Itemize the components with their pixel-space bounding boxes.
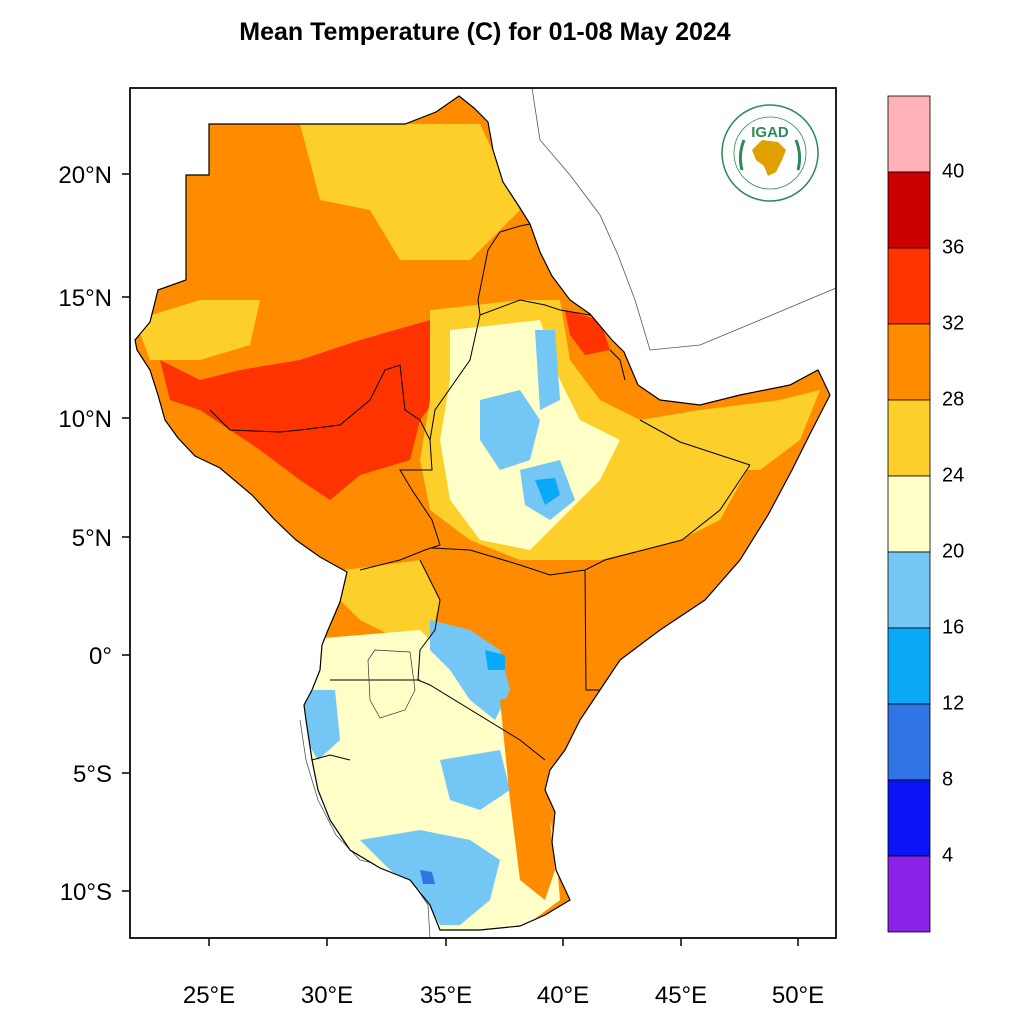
legend-swatch <box>887 323 931 401</box>
field-28-west <box>135 300 260 360</box>
lat-tick-label: 15°N <box>58 285 112 312</box>
legend-label: 40 <box>942 160 965 183</box>
field-16-highlands-a <box>480 390 540 470</box>
lat-tick-label: 20°N <box>58 162 112 189</box>
country-borders <box>209 223 751 761</box>
lon-tick-label: 50°E <box>771 982 825 1009</box>
lat-tick-label: 5°N <box>71 525 112 552</box>
legend-swatch <box>887 551 931 629</box>
legend-label: 36 <box>942 236 965 259</box>
lat-tick-label: 0° <box>89 643 112 670</box>
field-8-tz-south <box>420 870 435 884</box>
legend-swatch <box>887 627 931 705</box>
legend-label: 20 <box>942 540 965 563</box>
field-28-uganda <box>340 560 440 640</box>
axis-ticks <box>122 173 799 946</box>
legend-swatch <box>887 475 931 553</box>
lon-tick-label: 35°E <box>419 982 473 1009</box>
legend-swatch <box>887 703 931 781</box>
legend-label: 16 <box>942 616 965 639</box>
field-28-tz-coast <box>500 690 560 900</box>
lon-tick-label: 30°E <box>300 982 354 1009</box>
lat-tick-label: 10°S <box>59 879 112 906</box>
field-16-highlands-c <box>535 330 560 410</box>
legend-label: 12 <box>942 692 965 715</box>
field-12-highlands <box>535 478 560 505</box>
map-title: Mean Temperature (C) for 01-08 May 2024 <box>239 18 731 46</box>
legend-colorbar <box>887 95 931 933</box>
legend-label: 32 <box>942 312 965 335</box>
legend-swatch <box>887 779 931 857</box>
lat-tick-label: 10°N <box>58 406 112 433</box>
logo-acronym: IGAD <box>751 124 789 141</box>
field-32-red-band <box>160 320 470 500</box>
field-28-sudan-north <box>300 124 520 260</box>
lon-tick-label: 45°E <box>654 982 708 1009</box>
legend-label: 4 <box>942 844 954 867</box>
legend-swatch <box>887 171 931 249</box>
lon-tick-label: 40°E <box>536 982 590 1009</box>
legend-label: 28 <box>942 388 965 411</box>
laurel-left-icon <box>738 139 746 171</box>
field-28-horn <box>640 390 820 470</box>
legend-swatch <box>887 855 931 933</box>
lat-tick-label: 5°S <box>73 761 112 788</box>
field-16-kenya-highlands <box>430 620 510 720</box>
field-16-lake-tang <box>304 690 340 760</box>
laurel-right-icon <box>794 139 802 171</box>
lon-tick-label: 25°E <box>182 982 236 1009</box>
legend-swatch <box>887 399 931 477</box>
legend-label: 24 <box>942 464 965 487</box>
igad-logo: IGAD <box>721 104 819 202</box>
legend-swatch <box>887 95 931 173</box>
field-12-kenya-peak <box>485 650 505 670</box>
legend-label: 8 <box>942 768 954 791</box>
field-16-tz-central <box>440 750 510 810</box>
legend-swatch <box>887 247 931 325</box>
africa-map-icon <box>752 140 786 176</box>
